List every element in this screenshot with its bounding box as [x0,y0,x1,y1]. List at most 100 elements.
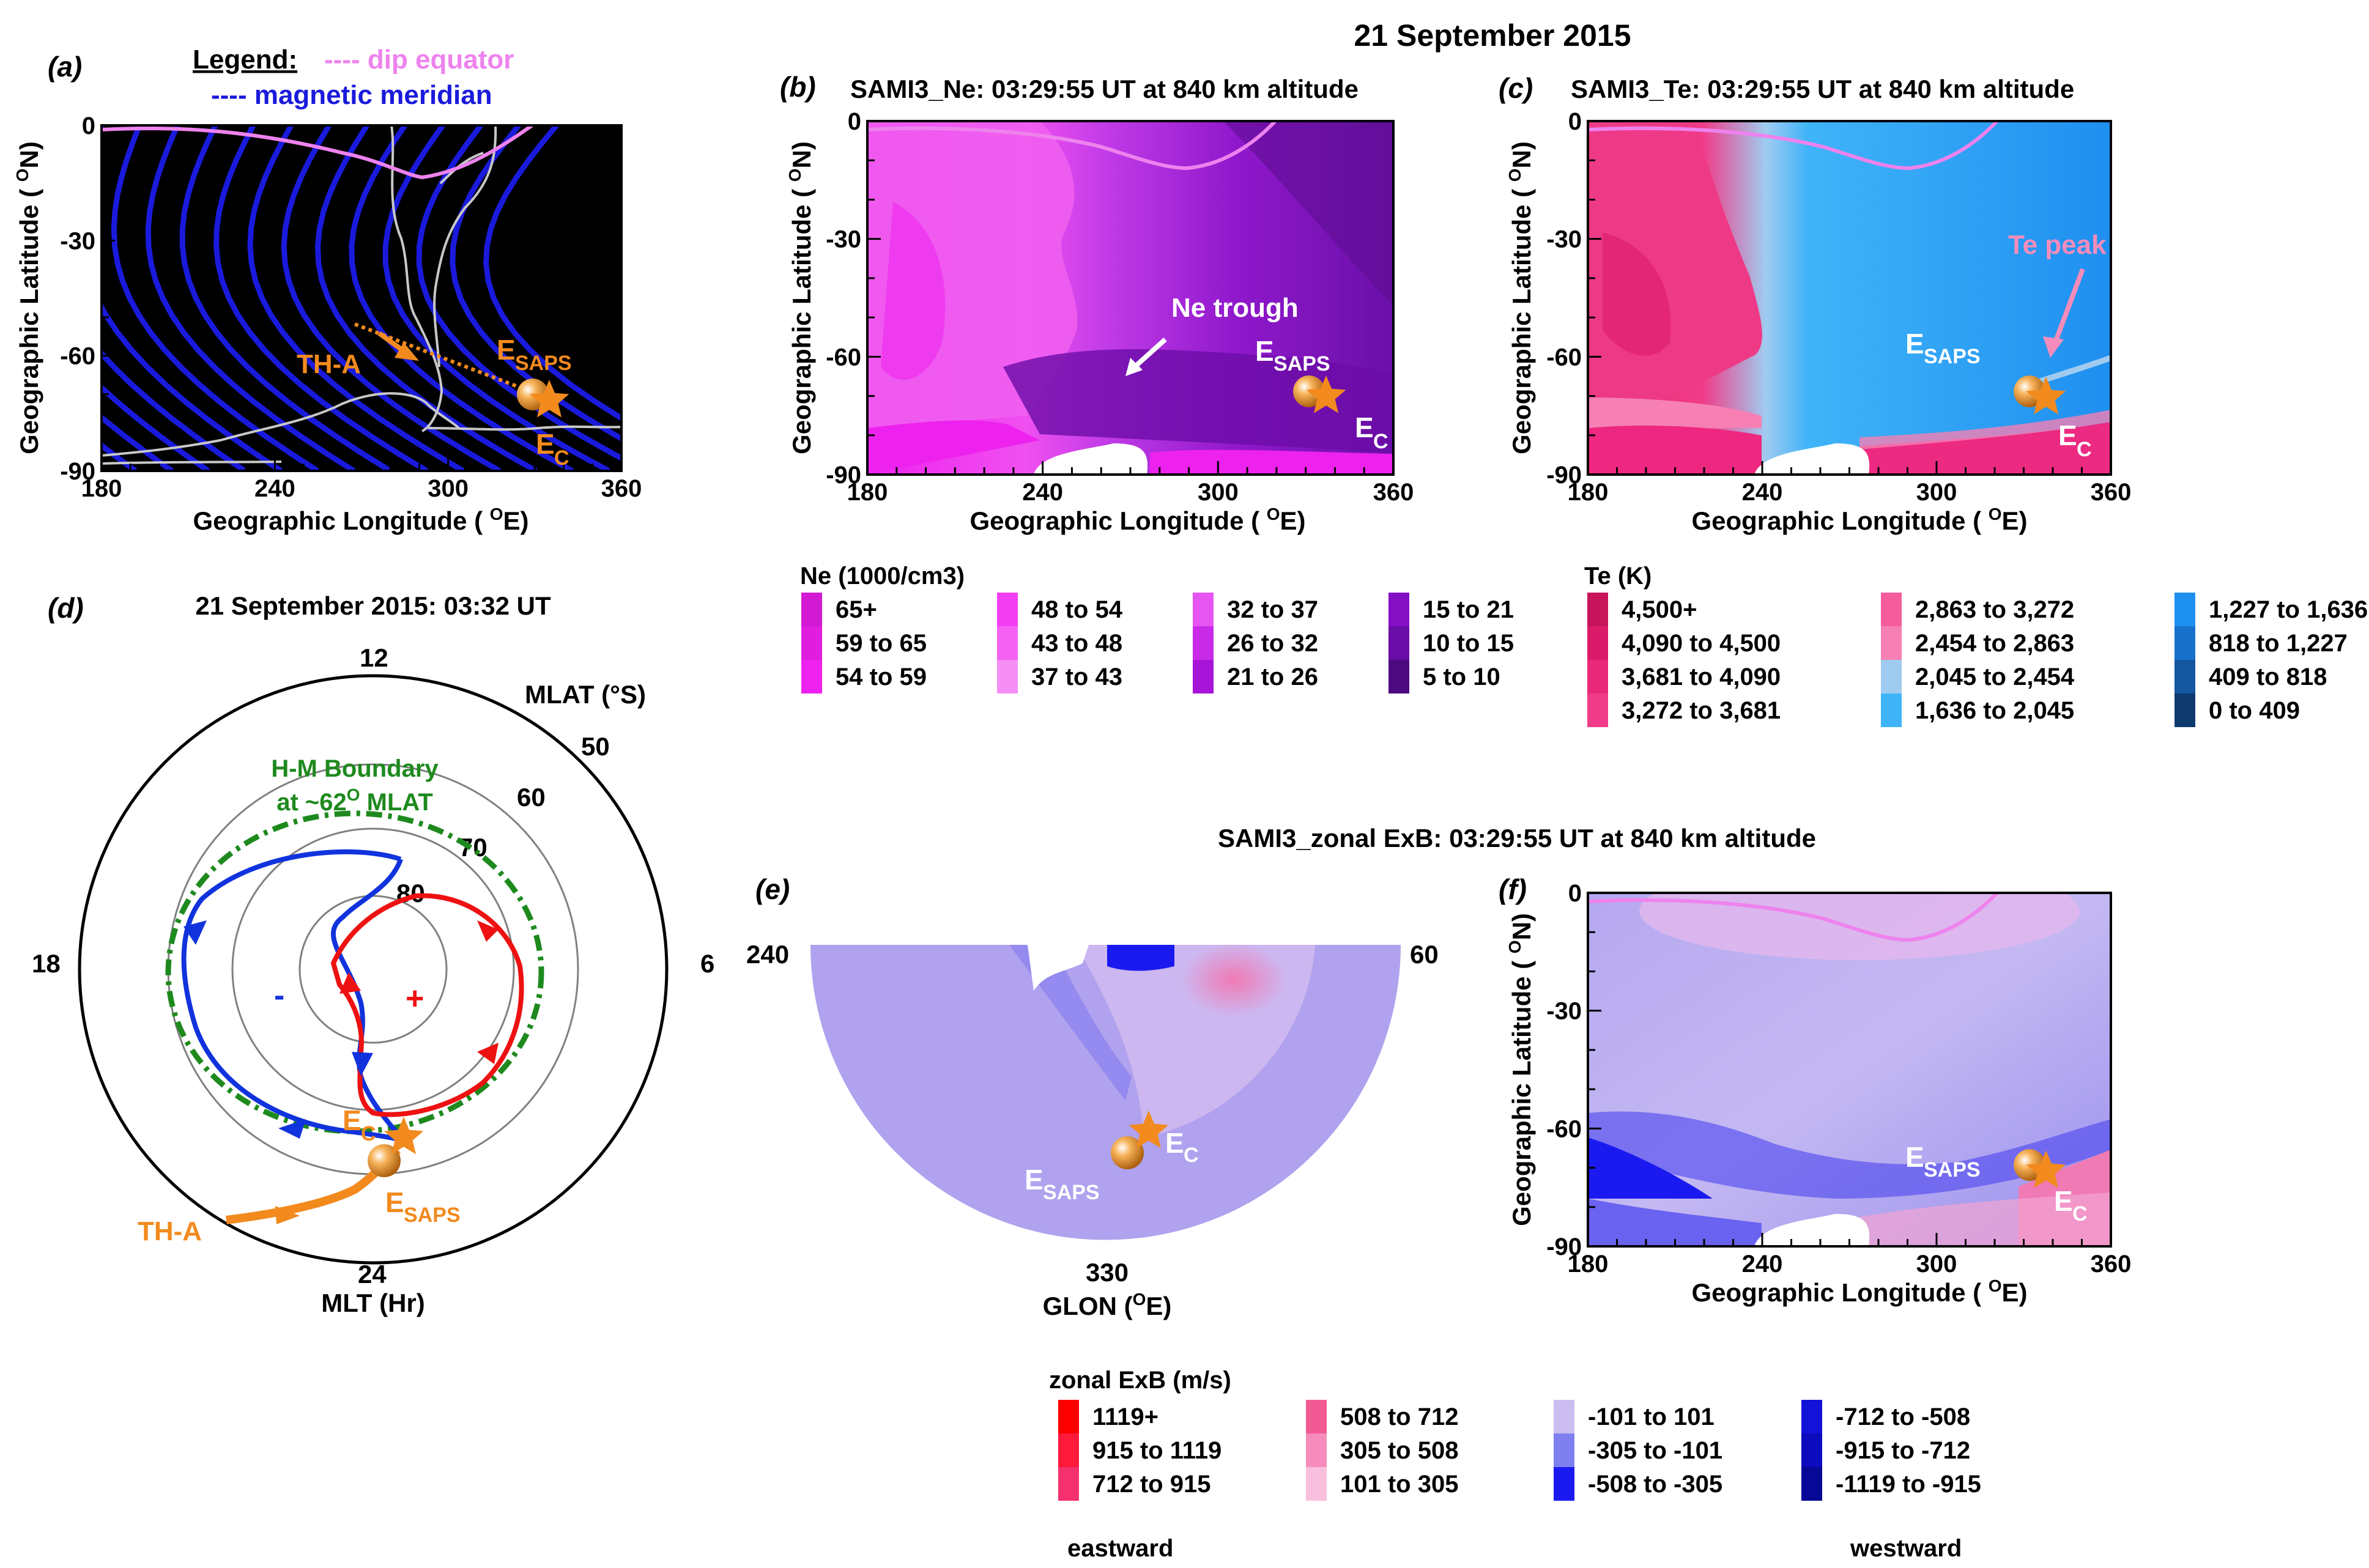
x-tick-label: 180 [847,479,888,506]
legend-label: -915 to -712 [1836,1437,1970,1464]
y-axis-label-c: Geographic Latitude ( ON) [1505,141,1536,454]
minus-sign: - [274,978,284,1013]
legend-swatch [1587,626,1608,660]
polar-ring-70 [231,827,515,1111]
tha-label-d: TH-A [138,1216,202,1246]
legend-swatch [1881,693,1902,727]
ec-marker-a [529,380,569,418]
esaps-label-b: E SAPS [1255,335,1330,375]
dip-equator-line-a [102,125,533,180]
y-tick-label: 0 [1568,108,1582,135]
x-axis-label-f: Geographic Longitude ( OE) [1691,1276,2027,1307]
svg-text:SAPS: SAPS [1924,1158,1981,1182]
x-axis-label-a: Geographic Longitude ( OE) [193,505,528,535]
svg-text:C: C [1184,1144,1199,1167]
neg-cell-arrow-2 [352,1052,373,1076]
hm-boundary-line [165,810,544,1134]
y-tick-label: -60 [1546,1115,1582,1142]
neg-cell-arrow-1 [184,920,207,945]
legend-label: 508 to 712 [1340,1403,1458,1430]
legend-label: 3,272 to 3,681 [1622,697,1781,724]
ec-marker-e [1129,1111,1169,1148]
legend-swatch [1193,593,1214,626]
esaps-marker-e [1111,1136,1144,1169]
ne-legend-title: Ne (1000/cm3) [800,563,965,590]
meridian-line [483,125,621,422]
magnetic-meridian-lines [102,125,621,471]
panel-a-label: (a) [48,51,82,83]
right-glon-label: 60 [1410,940,1439,969]
panel-f: (f) 180 240 300 360 0 -30 -60 -90 E SAPS E C Ge… [1049,873,2131,1562]
panel-e-title: SAMI3_zonal ExB: 03:29:55 UT at 840 km a… [1218,824,1816,852]
svg-text:E: E [1905,1141,1924,1173]
y-tick-label: -60 [60,343,95,370]
svg-text:SAPS: SAPS [1924,345,1981,368]
legend-label: 21 to 26 [1227,664,1318,690]
exb-legend-title: zonal ExB (m/s) [1049,1367,1231,1394]
legend-swatch [1881,593,1902,626]
x-axis-label-c: Geographic Longitude ( OE) [1691,505,2027,535]
legend-label: 3,681 to 4,090 [1622,664,1781,690]
legend-label: 5 to 10 [1423,664,1500,690]
meridian-line [247,125,465,471]
svg-text:E: E [343,1104,361,1136]
y-tick-label: -30 [60,227,95,254]
ec-marker-c [2026,377,2066,415]
mlt-label-18: 18 [32,949,61,978]
y-tick-label: 0 [1568,880,1582,907]
x-tick-label: 300 [1916,479,1957,506]
meridian-line [314,125,538,471]
x-tick-label: 180 [81,475,122,502]
x-tick-label: 300 [1916,1251,1957,1278]
legend-label: -508 to -305 [1588,1471,1722,1498]
svg-text:H-M Boundary: H-M Boundary [271,755,439,782]
legend-swatch [1306,1433,1327,1467]
pos-cell-arrow-1 [339,972,361,994]
ne-trough-label: Ne trough [1171,293,1299,323]
y-tick-label: -90 [1546,462,1582,489]
svg-text:E: E [1165,1127,1184,1159]
svg-text:C: C [554,446,569,470]
ne-heatmap [867,121,1393,475]
tha-arrow-a [377,331,406,353]
legend-swatch [1587,660,1608,693]
svg-text:SAPS: SAPS [1273,352,1330,375]
svg-text:C: C [1373,430,1388,453]
legend-swatch [1801,1433,1822,1467]
ec-marker-b [1306,375,1346,413]
tha-arrow-head-a [395,342,419,361]
meridian-line [111,125,319,471]
hm-boundary-label: H-M Boundary at ~62O MLAT [271,755,439,816]
legend-swatch [2174,626,2195,660]
legend-swatch [997,593,1018,626]
legend-swatch [1306,1467,1327,1501]
exb-legend: 1119+ 915 to 1119 712 to 915 508 to 712 305 … [1058,1400,1981,1501]
y-axis-label-f: Geographic Latitude ( ON) [1505,913,1536,1226]
ne-trough-arrow [1133,338,1167,369]
y-tick-label: -30 [826,226,861,253]
polar-outer-ring [78,674,669,1265]
panel-b-title: SAMI3_Ne: 03:29:55 UT at 840 km altitude [850,75,1359,103]
x-tick-label: 240 [1022,479,1063,506]
meridian-line [213,125,429,471]
svg-text:E: E [1025,1164,1044,1196]
glon-axis-label: GLON (OE) [1043,1290,1172,1320]
ec-label-b: E C [1355,412,1388,453]
y-tick-label: 0 [848,108,861,135]
svg-text:C: C [2077,438,2092,461]
negative-cell-contour [181,849,406,1143]
meridian-line [102,383,210,471]
x-tick-label: 180 [1568,479,1609,506]
ec-label-f: E C [2054,1185,2088,1226]
legend-swatch [1388,593,1409,626]
legend-swatch [1587,693,1608,727]
svg-text:E: E [2058,420,2077,451]
ne-trough-arrow-head [1125,358,1143,376]
x-tick-label: 180 [1568,1251,1609,1278]
x-tick-label: 300 [428,475,469,502]
x-tick-label: 360 [2091,479,2132,506]
legend-swatch [1193,626,1214,660]
zonal-exb-gap [1028,945,1089,991]
legend-swatch [801,660,822,693]
panel-d: (d) 21 September 2015: 03:32 UT 12 18 6 … [32,591,714,1317]
